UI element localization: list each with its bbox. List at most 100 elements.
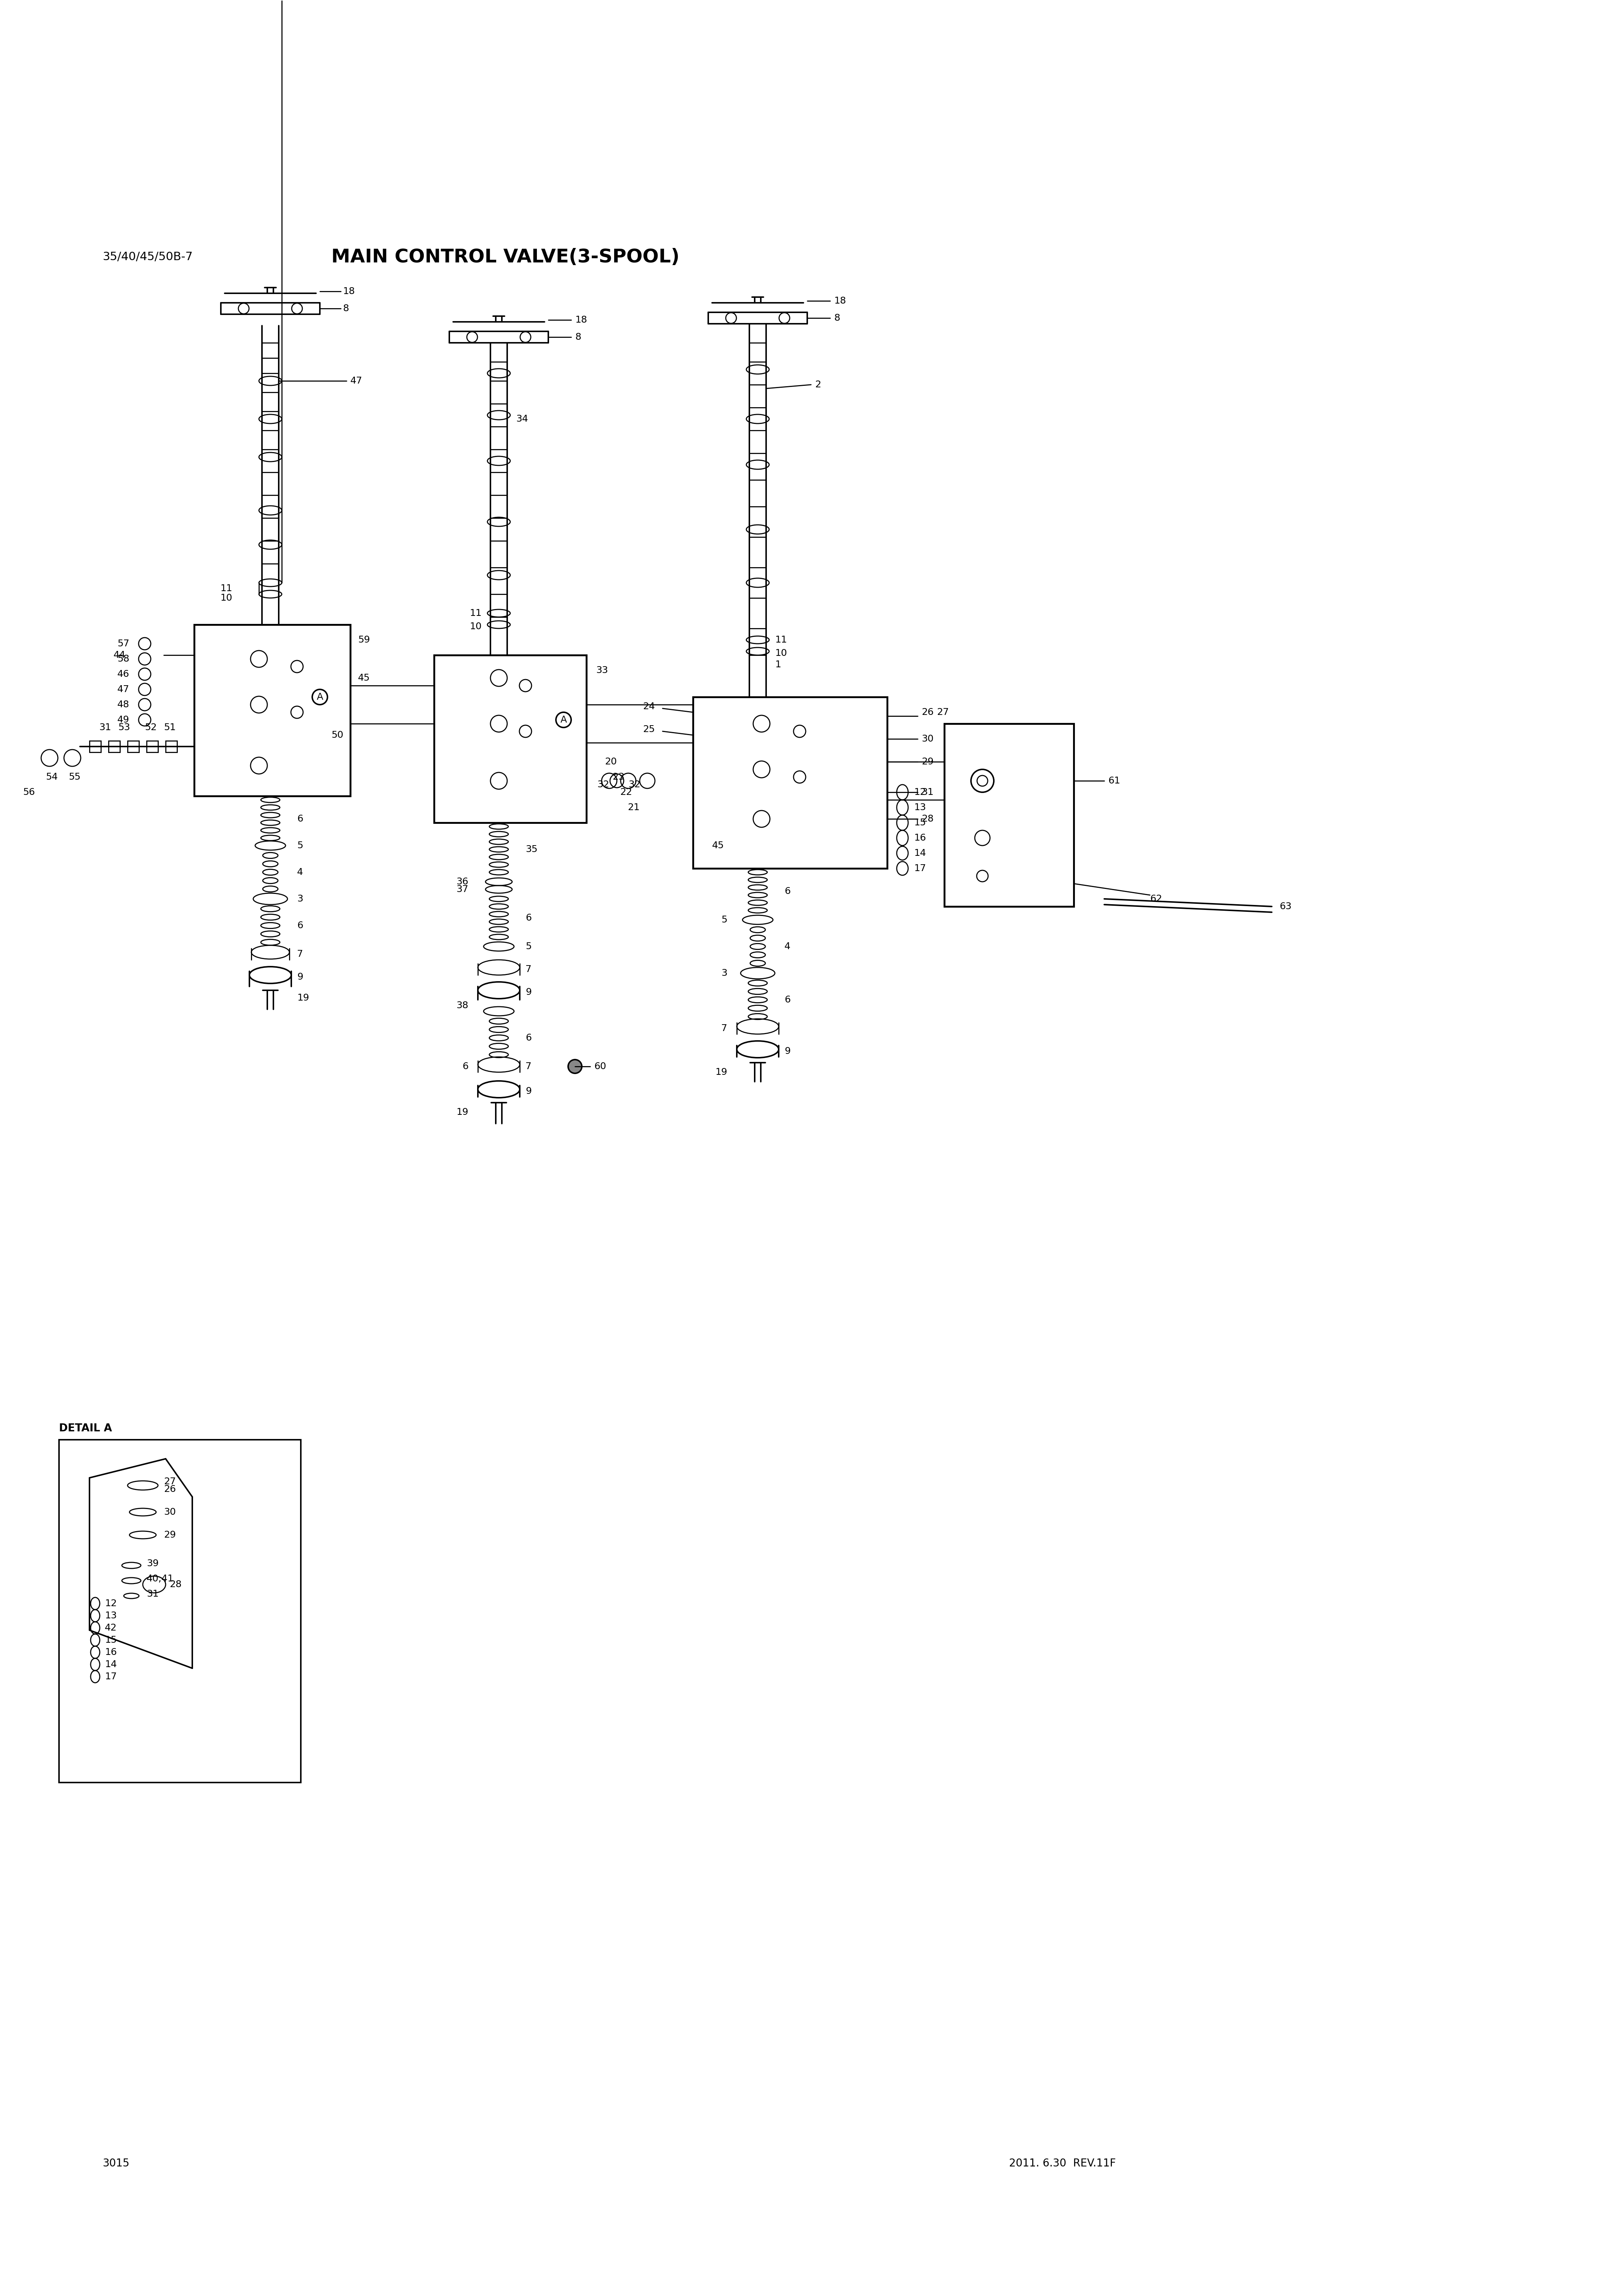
Text: 23: 23 — [612, 772, 625, 781]
Text: 31: 31 — [921, 788, 934, 797]
Bar — [89, 740, 101, 751]
Text: 46: 46 — [117, 669, 130, 678]
Bar — [166, 740, 177, 751]
Text: 58: 58 — [117, 655, 130, 664]
Text: 19: 19 — [456, 1107, 468, 1116]
Text: 18: 18 — [575, 316, 588, 325]
Text: 5: 5 — [526, 942, 531, 951]
Text: 20: 20 — [604, 758, 617, 765]
Text: 31: 31 — [99, 724, 110, 733]
Text: 22: 22 — [620, 788, 632, 797]
Text: 48: 48 — [117, 701, 130, 710]
Bar — [128, 740, 140, 751]
Text: 11: 11 — [221, 584, 232, 593]
Text: 5: 5 — [721, 916, 728, 923]
Text: 52: 52 — [145, 724, 158, 733]
Text: 6: 6 — [297, 813, 304, 822]
Text: 57: 57 — [117, 639, 130, 648]
Text: 25: 25 — [643, 724, 654, 733]
Text: DETAIL A: DETAIL A — [58, 1423, 112, 1434]
Text: 39: 39 — [146, 1558, 159, 1567]
Text: 3: 3 — [297, 893, 304, 903]
Text: 3015: 3015 — [102, 2158, 130, 2170]
Text: 56: 56 — [23, 788, 36, 797]
Text: 6: 6 — [784, 994, 791, 1003]
Text: 27: 27 — [937, 708, 948, 717]
Text: 2: 2 — [815, 380, 822, 389]
Text: 17: 17 — [914, 864, 926, 873]
Text: 10: 10 — [469, 621, 482, 630]
Text: 50: 50 — [331, 731, 343, 740]
Text: 7: 7 — [297, 948, 304, 958]
Text: 9: 9 — [297, 971, 304, 981]
Text: 36: 36 — [456, 877, 468, 887]
Text: 7: 7 — [526, 1063, 531, 1070]
Bar — [58, 1439, 300, 1782]
Text: 13: 13 — [914, 802, 926, 811]
Text: 34: 34 — [516, 415, 528, 424]
Text: 7: 7 — [526, 965, 531, 974]
Text: 1: 1 — [775, 660, 781, 669]
Text: 47: 47 — [117, 685, 130, 694]
Text: 49: 49 — [117, 715, 130, 724]
Text: 6: 6 — [297, 921, 304, 930]
Text: 12: 12 — [914, 788, 926, 797]
Text: 6: 6 — [463, 1063, 468, 1070]
Text: 47: 47 — [351, 376, 362, 385]
Bar — [195, 625, 351, 795]
Text: 14: 14 — [914, 848, 926, 857]
Text: 51: 51 — [164, 724, 175, 733]
Text: 7: 7 — [721, 1024, 728, 1033]
Text: 12: 12 — [104, 1599, 117, 1608]
Bar — [109, 740, 120, 751]
Text: 60: 60 — [594, 1063, 606, 1070]
Text: 9: 9 — [526, 987, 531, 997]
Text: 13: 13 — [104, 1611, 117, 1620]
Ellipse shape — [568, 1061, 581, 1072]
Text: 8: 8 — [575, 332, 581, 341]
Text: 33: 33 — [596, 667, 607, 676]
Text: 17: 17 — [104, 1672, 117, 1682]
Bar — [434, 655, 586, 822]
Text: 2011. 6.30  REV.11F: 2011. 6.30 REV.11F — [1009, 2158, 1116, 2170]
Text: 29: 29 — [164, 1530, 175, 1540]
Text: 28: 28 — [169, 1581, 182, 1590]
Text: 24: 24 — [643, 701, 654, 710]
Text: 15: 15 — [914, 818, 926, 827]
Text: 10: 10 — [221, 593, 232, 603]
Text: 15: 15 — [104, 1636, 117, 1645]
Text: A: A — [560, 715, 567, 724]
Text: 5: 5 — [297, 841, 304, 850]
Text: 28: 28 — [921, 813, 934, 822]
Text: 10: 10 — [775, 648, 788, 658]
Text: 27: 27 — [164, 1478, 175, 1487]
Text: 44: 44 — [114, 651, 125, 660]
Text: 9: 9 — [784, 1047, 791, 1056]
Text: 21: 21 — [627, 802, 640, 811]
Text: 63: 63 — [1280, 903, 1291, 912]
Text: 31: 31 — [146, 1590, 159, 1599]
Text: 9: 9 — [526, 1086, 531, 1095]
Text: 45: 45 — [357, 674, 370, 683]
Text: 61: 61 — [1108, 777, 1121, 786]
Text: 18: 18 — [343, 286, 354, 296]
Text: 45: 45 — [711, 841, 724, 850]
Text: 11: 11 — [775, 635, 788, 644]
Text: 30: 30 — [921, 735, 934, 745]
Text: 38: 38 — [456, 1001, 468, 1010]
Text: 4: 4 — [297, 868, 304, 877]
Text: 6: 6 — [526, 914, 531, 923]
Text: 30: 30 — [164, 1507, 175, 1517]
Text: 59: 59 — [357, 635, 370, 644]
Text: MAIN CONTROL VALVE(3-SPOOL): MAIN CONTROL VALVE(3-SPOOL) — [331, 247, 679, 266]
Text: 26: 26 — [921, 708, 934, 717]
Text: 54: 54 — [45, 772, 58, 781]
Text: 35: 35 — [526, 845, 538, 855]
Text: 42: 42 — [104, 1624, 117, 1633]
Text: 16: 16 — [914, 834, 926, 843]
Text: 32: 32 — [628, 779, 640, 788]
Text: 29: 29 — [921, 758, 934, 765]
Text: 18: 18 — [833, 296, 846, 305]
Text: 11: 11 — [469, 609, 482, 619]
Text: 3: 3 — [721, 969, 728, 978]
